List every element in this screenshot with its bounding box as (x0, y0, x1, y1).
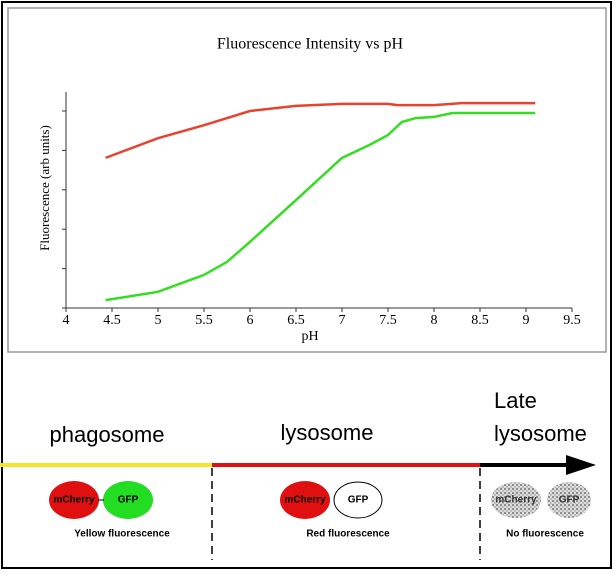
mcherry-icon (280, 481, 330, 519)
chart-frame (7, 7, 607, 353)
mcherry-icon (491, 482, 541, 518)
arrow-head (566, 455, 596, 475)
x-axis-label: pH (301, 329, 318, 344)
outcome-label: No fluorescence (506, 529, 584, 540)
gfp-icon (547, 482, 591, 518)
stage-label: lysosome (281, 420, 374, 445)
mcherry-icon (49, 481, 99, 519)
protein-label: mCherry (495, 495, 537, 506)
protein-label: GFP (118, 495, 139, 506)
y-axis-label: Fluorescence (arb units) (37, 125, 52, 251)
x-tick-label: 8.5 (471, 313, 489, 328)
x-tick-label: 7.5 (379, 313, 397, 328)
stage-label-box: Late lysosome (494, 388, 587, 446)
x-tick-label: 6 (247, 313, 254, 328)
x-tick-label: 4 (63, 313, 70, 328)
outcome-label: Red fluorescence (306, 529, 390, 540)
data-line (105, 111, 536, 302)
stage-label: phagosome (50, 422, 165, 447)
outcome-label: Yellow fluorescence (74, 529, 170, 540)
protein-label: GFP (348, 495, 369, 506)
x-tick-label: 4.5 (103, 313, 121, 328)
chart-title: Fluorescence Intensity vs pH (217, 36, 404, 53)
gfp-icon (103, 481, 153, 519)
x-tick-label: 8 (431, 313, 438, 328)
protein-label: mCherry (284, 495, 326, 506)
data-line (105, 101, 536, 160)
x-tick-label: 7 (339, 313, 346, 328)
protein-label: GFP (559, 495, 580, 506)
x-tick-label: 9 (523, 313, 530, 328)
stage-label: Late lysosome (494, 388, 587, 446)
x-tick-label: 5 (155, 313, 162, 328)
gfp-icon (333, 481, 383, 519)
protein-label: mCherry (53, 495, 95, 506)
x-tick-label: 6.5 (287, 313, 305, 328)
x-tick-label: 5.5 (195, 313, 213, 328)
x-tick-label: 9.5 (563, 313, 581, 328)
